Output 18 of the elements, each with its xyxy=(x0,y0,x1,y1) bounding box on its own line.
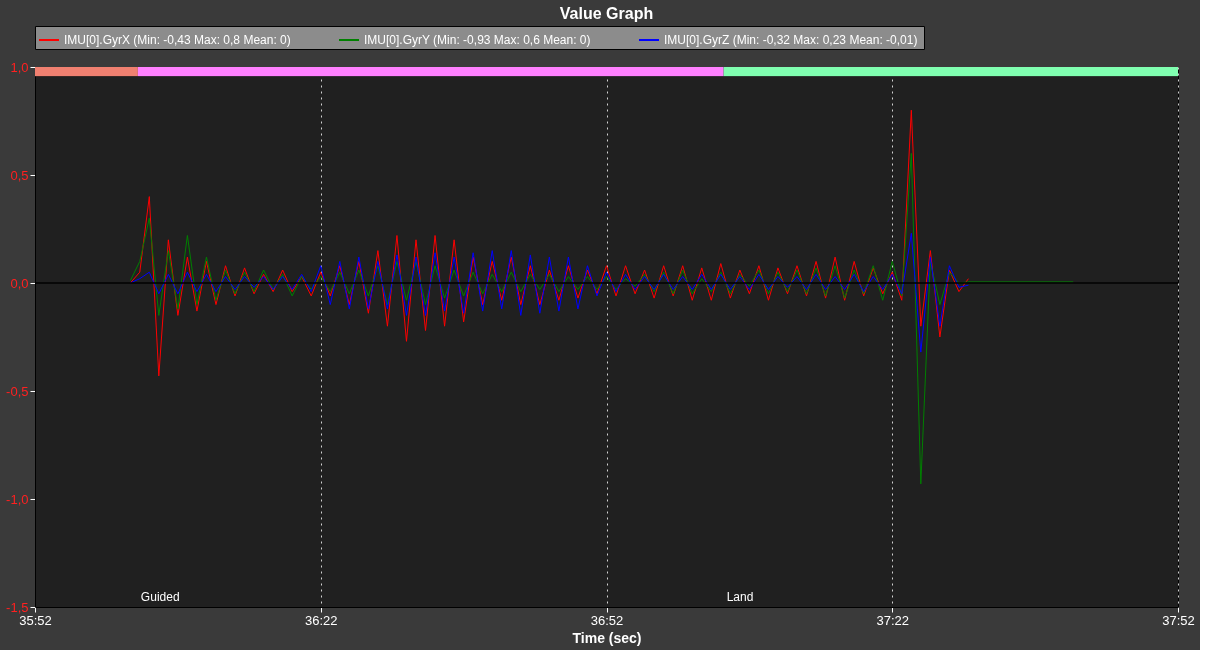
band-label: Land xyxy=(726,590,754,604)
legend-label: IMU[0].GyrX (Min: -0,43 Max: 0,8 Mean: 0) xyxy=(64,33,291,47)
y-tick-label: -1,0 xyxy=(6,491,29,507)
x-tick-label: 36:22 xyxy=(304,612,338,628)
x-tick-label: 36:52 xyxy=(590,612,624,628)
y-tick-label: 0,0 xyxy=(10,275,29,291)
y-tick-label: -1,5 xyxy=(6,599,29,615)
x-tick-label: 37:22 xyxy=(876,612,910,628)
x-axis-title: Time (sec) xyxy=(572,629,642,646)
y-tick-label: 1,0 xyxy=(10,59,29,75)
y-tick-label: -0,5 xyxy=(6,383,29,399)
x-tick-label: 35:52 xyxy=(19,612,52,628)
x-tick-label: 37:52 xyxy=(1162,612,1195,628)
chart-title: Value Graph xyxy=(559,4,654,22)
band-label: Guided xyxy=(140,590,180,604)
legend-label: IMU[0].GyrY (Min: -0,93 Max: 0,6 Mean: 0) xyxy=(364,33,591,47)
y-tick-label: 0,5 xyxy=(10,167,29,183)
legend-label: IMU[0].GyrZ (Min: -0,32 Max: 0,23 Mean: -0,01) xyxy=(664,33,918,47)
